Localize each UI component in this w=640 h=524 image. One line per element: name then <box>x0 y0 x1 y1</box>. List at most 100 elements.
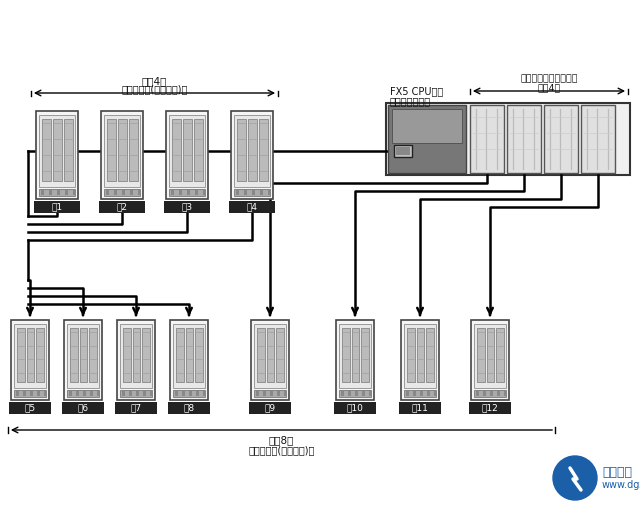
Bar <box>229 201 275 213</box>
Bar <box>14 390 46 397</box>
Text: 最大8轴: 最大8轴 <box>269 435 294 445</box>
Bar <box>169 189 205 196</box>
Bar <box>136 391 139 396</box>
Bar <box>386 103 630 175</box>
Text: 轴8: 轴8 <box>184 403 195 412</box>
Bar <box>504 391 507 396</box>
Bar <box>474 324 506 388</box>
Bar <box>170 320 208 400</box>
Bar <box>203 190 206 195</box>
Text: 轴11: 轴11 <box>412 403 428 412</box>
Bar <box>334 402 376 414</box>
Bar <box>132 328 140 382</box>
Bar <box>426 328 434 382</box>
Bar <box>44 391 47 396</box>
Bar <box>37 391 40 396</box>
Bar <box>164 201 210 213</box>
Bar <box>362 328 369 382</box>
Text: 轴4: 轴4 <box>246 202 257 212</box>
Bar <box>581 105 615 173</box>
Bar <box>166 111 208 199</box>
Bar <box>394 145 412 157</box>
Bar <box>234 115 270 187</box>
Bar <box>392 109 462 143</box>
Bar <box>120 324 152 388</box>
Bar <box>130 190 133 195</box>
Bar <box>237 119 246 181</box>
Bar <box>114 190 117 195</box>
Bar <box>76 391 79 396</box>
Bar <box>342 328 349 382</box>
Bar <box>341 391 344 396</box>
Text: 轴10: 轴10 <box>347 403 364 412</box>
Bar <box>234 189 270 196</box>
Bar <box>507 105 541 173</box>
Bar <box>90 391 93 396</box>
Bar <box>420 391 423 396</box>
Bar <box>73 190 76 195</box>
Bar <box>231 111 273 199</box>
Bar <box>351 328 359 382</box>
Bar <box>172 119 181 181</box>
Bar <box>369 391 372 396</box>
Bar <box>483 391 486 396</box>
Bar <box>404 324 436 388</box>
Bar <box>173 324 205 388</box>
Bar <box>339 324 371 388</box>
Bar <box>407 328 415 382</box>
Bar <box>267 328 275 382</box>
Text: 轴12: 轴12 <box>482 403 499 412</box>
Bar <box>396 147 410 155</box>
Bar <box>249 402 291 414</box>
Bar <box>65 190 68 195</box>
Bar <box>62 402 104 414</box>
Bar <box>117 320 155 400</box>
Bar <box>168 402 210 414</box>
Bar <box>179 190 182 195</box>
Bar <box>183 119 192 181</box>
Bar <box>277 391 280 396</box>
Bar <box>401 320 439 400</box>
Bar <box>474 390 506 397</box>
Bar <box>544 105 578 173</box>
Text: 最大4轴: 最大4轴 <box>142 76 167 86</box>
Bar <box>268 190 271 195</box>
Bar <box>203 391 206 396</box>
Text: 伺服放大器(驱动单元)等: 伺服放大器(驱动单元)等 <box>248 445 315 455</box>
Bar <box>182 391 185 396</box>
Bar <box>64 119 73 181</box>
Bar <box>189 391 192 396</box>
Bar <box>143 391 146 396</box>
Bar <box>171 190 174 195</box>
Bar <box>251 320 289 400</box>
Bar <box>122 391 125 396</box>
Bar <box>490 391 493 396</box>
Bar <box>260 190 263 195</box>
Bar <box>497 391 500 396</box>
Text: 轴6: 轴6 <box>77 403 88 412</box>
Bar <box>83 391 86 396</box>
Bar <box>104 115 140 187</box>
Bar <box>336 320 374 400</box>
Bar <box>106 190 109 195</box>
Bar <box>362 391 365 396</box>
Bar <box>413 391 416 396</box>
Bar <box>427 391 430 396</box>
Bar <box>195 190 198 195</box>
Bar <box>194 119 203 181</box>
Bar <box>14 324 46 388</box>
Bar <box>276 328 284 382</box>
Bar <box>284 391 287 396</box>
Bar <box>97 391 100 396</box>
Bar <box>399 402 441 414</box>
Bar <box>244 190 247 195</box>
Bar <box>129 391 132 396</box>
Text: 轴1: 轴1 <box>51 202 63 212</box>
Bar <box>30 391 33 396</box>
Text: www.dgzj.com: www.dgzj.com <box>602 480 640 490</box>
Bar <box>388 105 466 173</box>
Bar <box>57 190 60 195</box>
Bar <box>195 328 203 382</box>
Bar <box>257 328 265 382</box>
Bar <box>256 391 259 396</box>
